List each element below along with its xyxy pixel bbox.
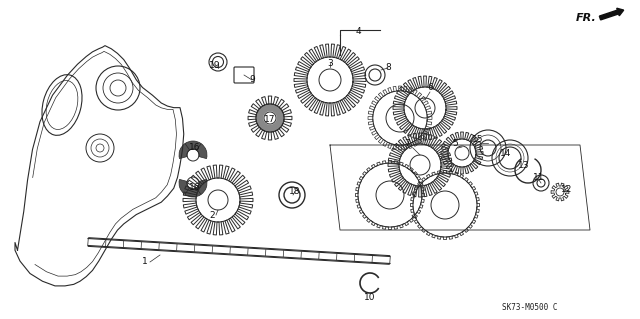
Text: 2: 2 [209, 211, 215, 219]
Text: 18: 18 [289, 188, 301, 197]
Text: 14: 14 [500, 149, 512, 158]
Text: SK73-M0500 C: SK73-M0500 C [502, 303, 557, 313]
Text: 3: 3 [327, 58, 333, 68]
Text: 12: 12 [561, 186, 573, 195]
Text: 1: 1 [142, 257, 148, 266]
Text: 11: 11 [533, 174, 545, 182]
Polygon shape [256, 104, 284, 132]
Text: 5: 5 [452, 138, 458, 147]
Text: 13: 13 [518, 160, 530, 169]
Wedge shape [185, 141, 201, 150]
Text: 15: 15 [472, 136, 484, 145]
Text: 17: 17 [264, 115, 276, 124]
Text: 16: 16 [189, 183, 201, 192]
Wedge shape [196, 179, 207, 195]
Text: 19: 19 [209, 61, 221, 70]
Text: 7: 7 [404, 138, 410, 147]
Wedge shape [185, 188, 201, 197]
Text: 9: 9 [249, 76, 255, 85]
Polygon shape [264, 112, 276, 124]
Wedge shape [196, 144, 207, 159]
Wedge shape [179, 179, 189, 195]
Text: 4: 4 [355, 27, 361, 36]
Wedge shape [179, 144, 189, 159]
FancyArrow shape [600, 8, 624, 20]
Text: FR.: FR. [576, 13, 597, 23]
Text: 8: 8 [385, 63, 391, 72]
Text: 6: 6 [427, 84, 433, 93]
Text: 16: 16 [189, 144, 201, 152]
Text: 10: 10 [364, 293, 376, 301]
